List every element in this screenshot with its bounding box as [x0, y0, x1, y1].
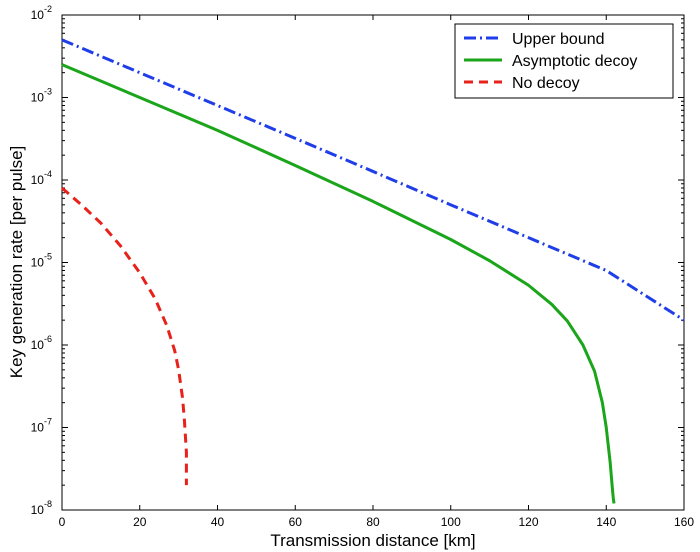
y-axis-label: Key generation rate [per pulse]	[7, 146, 26, 378]
y-tick-label: 10-2	[31, 4, 52, 22]
y-tick-label: 10-5	[31, 252, 52, 270]
y-tick-label: 10-7	[31, 417, 52, 435]
x-tick-label: 0	[59, 515, 66, 529]
x-tick-label: 80	[366, 515, 380, 529]
x-tick-label: 160	[674, 515, 694, 529]
x-tick-label: 60	[289, 515, 303, 529]
x-tick-label: 140	[596, 515, 616, 529]
y-tick-label: 10-8	[31, 499, 52, 517]
tick-labels: 0 20 40 60 80 100 120 140 160 10-8 10-7 10-6 10-5 10-…	[31, 4, 695, 529]
axis-ticks	[61, 14, 685, 511]
legend-label: Asymptotic decoy	[512, 53, 637, 70]
legend: Upper bound Asymptotic decoy No decoy	[454, 23, 674, 99]
series-layer	[61, 38, 685, 504]
series-line-asymptotic-decoy	[61, 63, 616, 504]
y-tick-label: 10-4	[31, 169, 52, 187]
legend-label: Upper bound	[512, 31, 605, 48]
series-line-upper-bound	[61, 38, 685, 322]
legend-items: Upper bound Asymptotic decoy No decoy	[464, 31, 637, 92]
x-tick-label: 100	[441, 515, 461, 529]
y-tick-label: 10-3	[31, 87, 52, 105]
series-line-no-decoy	[61, 186, 188, 486]
legend-label: No decoy	[512, 75, 580, 92]
x-axis-label: Transmission distance [km]	[270, 531, 475, 550]
x-tick-label: 120	[518, 515, 538, 529]
y-tick-label: 10-6	[31, 334, 52, 352]
x-tick-label: 20	[133, 515, 147, 529]
x-tick-label: 40	[211, 515, 225, 529]
